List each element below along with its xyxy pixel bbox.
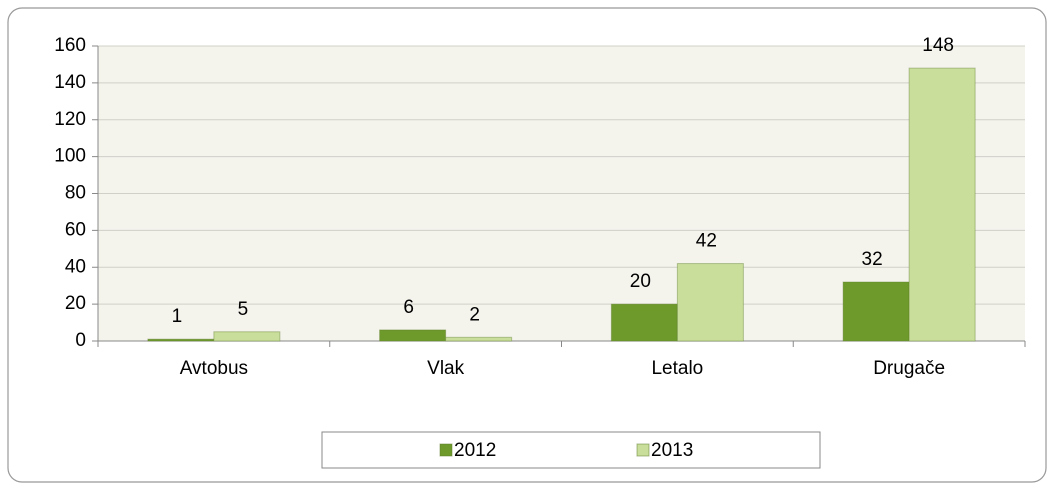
bar — [676, 263, 744, 342]
data-label: 5 — [238, 299, 249, 320]
x-tick-label: Letalo — [651, 358, 703, 379]
data-label: 42 — [696, 231, 717, 252]
y-tick-label: 20 — [65, 293, 86, 314]
x-tick-label: Drugače — [873, 358, 945, 379]
y-tick-label: 40 — [65, 256, 86, 277]
bar — [842, 281, 910, 342]
bar — [445, 336, 513, 342]
bar — [379, 329, 447, 342]
y-tick-label: 160 — [54, 35, 86, 56]
legend-swatch — [636, 443, 650, 457]
bar — [610, 303, 678, 342]
legend-label: 2012 — [454, 440, 496, 461]
data-label: 20 — [630, 271, 651, 292]
data-label: 6 — [403, 297, 414, 318]
y-tick-label: 60 — [65, 219, 86, 240]
y-tick-label: 140 — [54, 72, 86, 93]
bar — [908, 67, 976, 342]
y-tick-label: 80 — [65, 183, 86, 204]
y-tick-label: 100 — [54, 146, 86, 167]
data-label: 1 — [172, 306, 183, 327]
y-tick-label: 0 — [75, 330, 86, 351]
bar — [147, 338, 215, 342]
bar — [213, 331, 281, 342]
legend-box — [321, 431, 821, 469]
legend-label: 2013 — [651, 440, 693, 461]
x-tick-label: Avtobus — [180, 358, 248, 379]
x-tick-label: Vlak — [427, 358, 464, 379]
y-tick-label: 120 — [54, 109, 86, 130]
data-label: 2 — [469, 304, 480, 325]
data-label: 148 — [922, 35, 954, 56]
legend-swatch — [439, 443, 453, 457]
data-label: 32 — [862, 249, 883, 270]
